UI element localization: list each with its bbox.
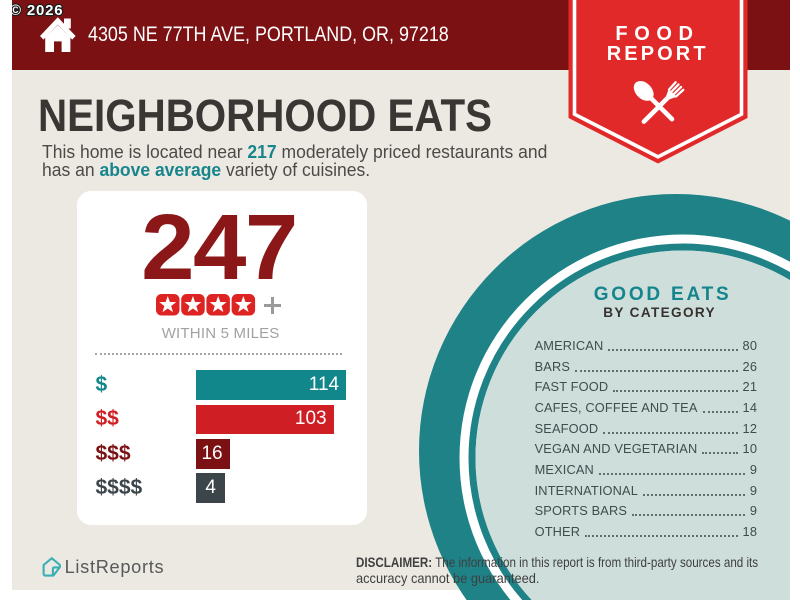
svg-text:REPORT: REPORT	[607, 43, 709, 65]
svg-text:© 2026: © 2026	[12, 2, 63, 19]
svg-text:FOOD: FOOD	[615, 23, 699, 45]
